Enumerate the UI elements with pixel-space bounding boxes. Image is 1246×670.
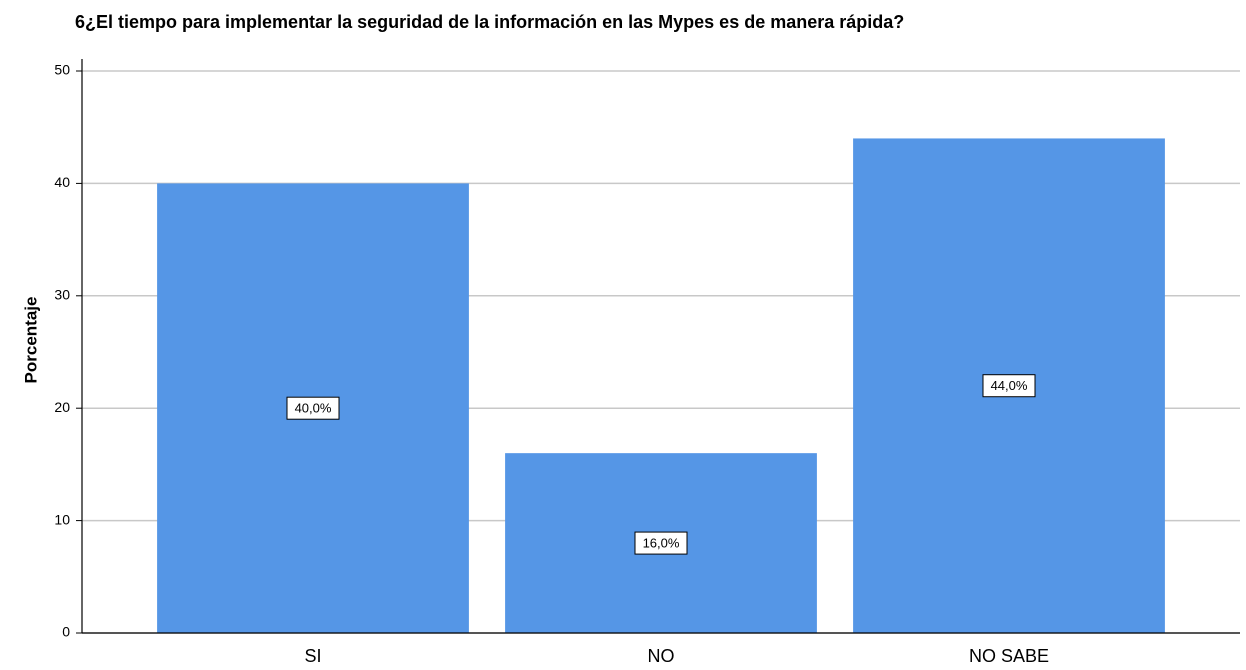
x-tick-label: NO bbox=[648, 646, 675, 666]
chart-title: 6¿El tiempo para implementar la segurida… bbox=[75, 12, 904, 32]
y-tick-label: 30 bbox=[54, 287, 70, 303]
y-axis-title: Porcentaje bbox=[21, 297, 40, 384]
x-tick-label: SI bbox=[304, 646, 321, 666]
value-label: 44,0% bbox=[991, 378, 1028, 393]
y-tick-label: 10 bbox=[54, 511, 70, 527]
value-label: 40,0% bbox=[295, 401, 332, 416]
value-label-box bbox=[286, 396, 340, 420]
y-tick-label: 40 bbox=[54, 174, 70, 190]
y-tick-label: 0 bbox=[62, 624, 70, 640]
y-tick-label: 20 bbox=[54, 399, 70, 415]
value-label: 16,0% bbox=[643, 536, 680, 551]
value-label-box bbox=[634, 531, 688, 555]
y-tick-label: 50 bbox=[54, 62, 70, 78]
x-tick-label: NO SABE bbox=[969, 646, 1049, 666]
value-label-box bbox=[982, 374, 1036, 398]
